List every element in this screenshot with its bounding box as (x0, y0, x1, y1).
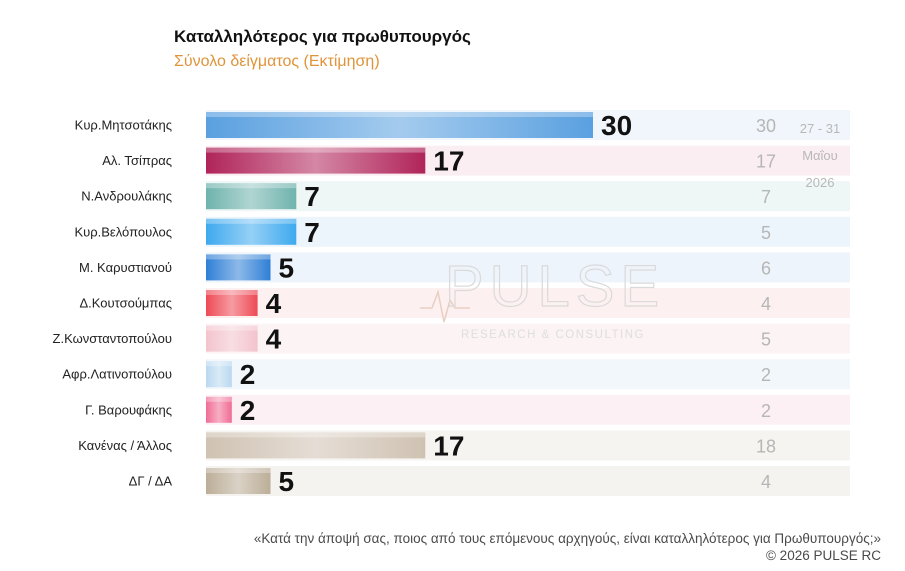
previous-period-label-line: Μαΐου (802, 148, 838, 163)
row-background (206, 394, 850, 425)
category-label: Γ. Βαρουφάκης (85, 402, 172, 417)
bar-highlight (206, 218, 297, 224)
value-label: 2 (240, 395, 256, 426)
category-label: ΔΓ / ΔΑ (129, 474, 173, 489)
previous-value-label: 2 (761, 365, 771, 385)
bar-highlight (206, 112, 593, 117)
watermark-tagline: RESEARCH & CONSULTING (461, 329, 645, 341)
previous-value-label: 7 (761, 187, 771, 207)
row-background (206, 323, 850, 354)
bar-highlight (206, 254, 271, 260)
previous-value-label: 17 (756, 152, 776, 172)
bar-highlight (206, 290, 258, 295)
category-label: Δ.Κουτσούμπας (79, 296, 172, 311)
survey-question: «Κατά την άποψή σας, ποιος από τους επόμ… (253, 531, 881, 546)
value-label: 30 (601, 110, 632, 141)
row-background (206, 181, 850, 212)
value-label: 17 (433, 146, 464, 177)
previous-value-label: 18 (756, 436, 776, 456)
bar-highlight (206, 361, 232, 367)
watermark-name: PULSE (445, 254, 665, 319)
previous-period-label-line: 2026 (806, 175, 835, 190)
bar (206, 325, 258, 352)
previous-value-label: 4 (761, 472, 771, 492)
value-label: 4 (266, 288, 282, 319)
row-background (206, 359, 850, 390)
category-label: Ν.Ανδρουλάκης (81, 189, 172, 204)
pulse-watermark: PULSE RESEARCH & CONSULTING (420, 253, 665, 341)
category-label: Κανένας / Άλλος (78, 438, 172, 453)
row-background (206, 252, 850, 283)
bar (206, 361, 232, 388)
category-label: Αλ. Τσίπρας (102, 153, 172, 168)
category-label: Κυρ.Μητσοτάκης (75, 118, 172, 133)
bar (206, 290, 258, 316)
chart-footer: «Κατά την άποψή σας, ποιος από τους επόμ… (254, 530, 881, 564)
bar (206, 468, 271, 494)
row-background (206, 288, 850, 318)
bar-highlight (206, 468, 271, 473)
bar (206, 254, 271, 281)
value-label: 7 (304, 217, 320, 248)
bar (206, 183, 297, 210)
previous-value-label: 6 (761, 258, 771, 278)
row-background (206, 216, 850, 247)
row-background (206, 466, 850, 496)
category-label: Μ. Καρυστιανού (79, 260, 172, 275)
chart-title: Καταλληλότερος για πρωθυπουργός (174, 27, 471, 46)
previous-period-label-line: 27 - 31 (800, 121, 840, 136)
value-label: 5 (279, 466, 295, 497)
chart-subtitle: Σύνολο δείγματος (Εκτίμηση) (174, 53, 380, 70)
bar (206, 396, 232, 423)
value-label: 4 (266, 324, 282, 355)
bar (206, 432, 426, 459)
bar (206, 147, 426, 174)
previous-value-label: 5 (761, 223, 771, 243)
category-label: Ζ.Κωνσταντοπούλου (53, 331, 172, 346)
bar (206, 112, 593, 138)
bar-highlight (206, 432, 426, 438)
copyright-notice: © 2026 PULSE RC (765, 548, 881, 563)
category-label: Αφρ.Λατινοπούλου (62, 367, 172, 382)
previous-value-label: 4 (761, 294, 771, 314)
previous-value-label: 2 (761, 401, 771, 421)
bar-highlight (206, 325, 258, 331)
value-label: 2 (240, 359, 256, 390)
value-label: 17 (433, 430, 464, 461)
previous-period-label: 27 - 31 Μαΐου 2026 (800, 121, 840, 190)
previous-value-label: 30 (756, 116, 776, 136)
bar-highlight (206, 396, 232, 402)
value-label: 7 (304, 181, 320, 212)
previous-value-label: 5 (761, 330, 771, 350)
bar-highlight (206, 147, 426, 153)
value-label: 5 (279, 252, 295, 283)
bar-highlight (206, 183, 297, 189)
category-label: Κυρ.Βελόπουλος (74, 224, 172, 239)
bar (206, 218, 297, 245)
